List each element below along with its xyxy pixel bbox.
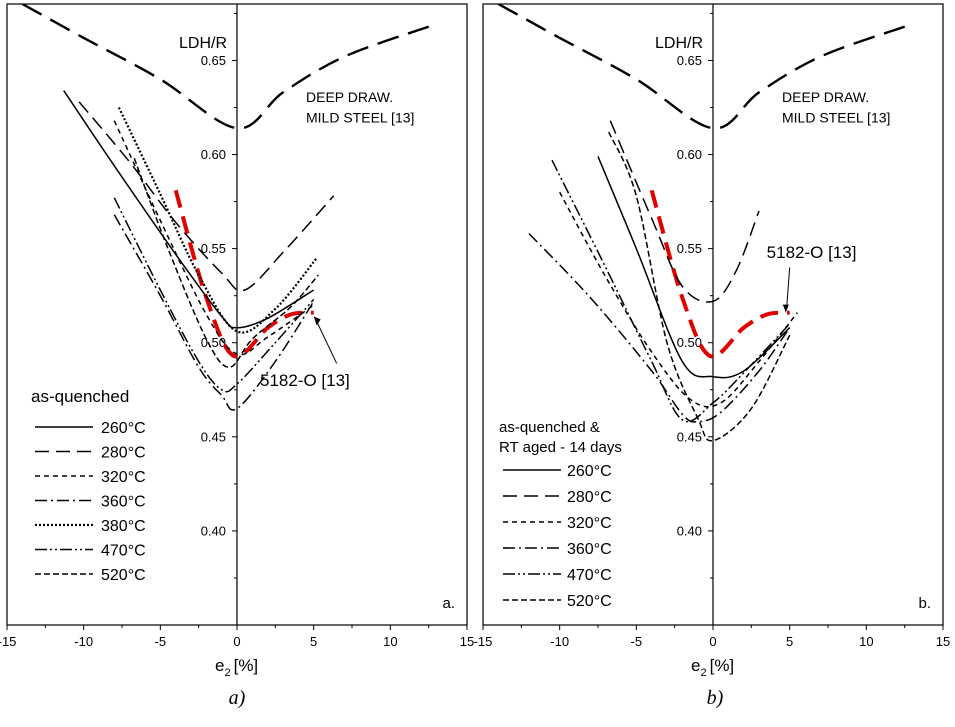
mild-steel-label-line2: MILD STEEL [13] [306, 110, 414, 126]
y-tick-label: 0.45 [201, 429, 226, 444]
y-tick-label: 0.65 [201, 53, 226, 68]
series-line-360C [113, 214, 315, 411]
legend-label: 470°C [101, 543, 146, 560]
legend-label: 280°C [101, 445, 146, 462]
series-line-520C [608, 131, 791, 442]
y-tick-label: 0.55 [677, 241, 702, 256]
x-tick-label: 15 [936, 634, 950, 649]
legend-label: 280°C [567, 489, 612, 506]
series-line-470C [551, 159, 791, 423]
mild-steel-label-line1: DEEP DRAW. [782, 89, 869, 105]
x-tick-label: -5 [631, 634, 643, 649]
y-tick-label: 0.40 [677, 523, 702, 538]
panel-letter: b. [918, 595, 931, 612]
legend-label: 320°C [101, 469, 146, 486]
x-tick-label: 0 [233, 634, 240, 649]
series-line-320C [559, 191, 798, 408]
y-tick-label: 0.40 [201, 523, 226, 538]
mild-steel-label-line1: DEEP DRAW. [306, 89, 393, 105]
series-line-380C [117, 107, 318, 334]
series-line-280C [78, 101, 335, 292]
series-line-260C [63, 90, 315, 329]
y-axis-label: LDH/R [179, 35, 227, 52]
x-axis-label: e2 [%] [691, 656, 734, 679]
x-tick-label: -15 [474, 634, 493, 649]
reference-curve-mild-steel [497, 4, 906, 130]
x-tick-label: -15 [0, 634, 16, 649]
legend-label: 260°C [101, 420, 146, 437]
reference-curve-mild-steel [21, 4, 430, 130]
panel-a: -15 -10 -5 0 5 10 15 0.40 0.45 0.50 0.55 0.60 0.65LD… [0, 3, 474, 709]
legend-label: 470°C [567, 567, 612, 584]
legend-label: 520°C [101, 567, 146, 584]
reference-curve-5182-O [173, 189, 314, 359]
x-tick-label: 5 [786, 634, 793, 649]
legend-label: 320°C [567, 515, 612, 532]
series-line-520C [133, 158, 319, 368]
y-tick-label: 0.45 [677, 429, 702, 444]
legend-title-2: RT aged - 14 days [499, 439, 622, 456]
y-tick-label: 0.50 [201, 335, 226, 350]
series-line-260C [597, 156, 791, 379]
ref-5182-label: 5182-O [13] [260, 371, 350, 390]
x-tick-label: 5 [310, 634, 317, 649]
ref-5182-arrowhead [782, 304, 789, 313]
legend-label: 380°C [101, 518, 146, 535]
y-tick-label: 0.50 [677, 335, 702, 350]
x-tick-label: 10 [383, 634, 397, 649]
y-tick-label: 0.65 [677, 53, 702, 68]
x-tick-label: 10 [859, 634, 873, 649]
panel-b: -15 -10 -5 0 5 10 15 0.40 0.45 0.50 0.55 0.60 0.65LD… [474, 3, 950, 709]
series-line-360C [528, 233, 791, 423]
y-tick-label: 0.60 [201, 147, 226, 162]
x-axis-label-unit: [%] [710, 656, 735, 675]
x-tick-label: 15 [460, 634, 474, 649]
ref-5182-label: 5182-O [13] [767, 243, 857, 262]
reference-curve-5182-O [649, 189, 790, 359]
y-tick-label: 0.55 [201, 241, 226, 256]
panel-letter: a. [442, 595, 455, 612]
panel-caption: a) [229, 687, 246, 709]
legend-label: 360°C [101, 494, 146, 511]
mild-steel-label-line2: MILD STEEL [13] [782, 110, 890, 126]
x-tick-label: -5 [155, 634, 167, 649]
ref-5182-arrow [786, 267, 791, 309]
series-line-470C [113, 197, 315, 393]
x-axis-label-unit: [%] [234, 656, 259, 675]
legend-label: 520°C [567, 593, 612, 610]
legend-label: 360°C [567, 541, 612, 558]
ref-5182-arrow [314, 318, 338, 364]
legend-title: as-quenched & [499, 419, 600, 436]
x-axis-label-main: e [215, 656, 224, 675]
legend-label: 260°C [567, 463, 612, 480]
x-axis-label: e2 [%] [215, 656, 258, 679]
y-axis-label: LDH/R [655, 35, 703, 52]
x-tick-label: -10 [550, 634, 569, 649]
legend-title: as-quenched [31, 387, 129, 406]
x-axis-label-sub: 2 [700, 667, 706, 679]
x-axis-label-main: e [691, 656, 700, 675]
ref-5182-arrowhead [313, 316, 321, 326]
x-tick-label: -10 [74, 634, 93, 649]
series-line-280C [609, 120, 760, 303]
x-tick-label: 0 [709, 634, 716, 649]
x-axis-label-sub: 2 [224, 667, 230, 679]
y-tick-label: 0.60 [677, 147, 702, 162]
panel-caption: b) [707, 687, 724, 709]
